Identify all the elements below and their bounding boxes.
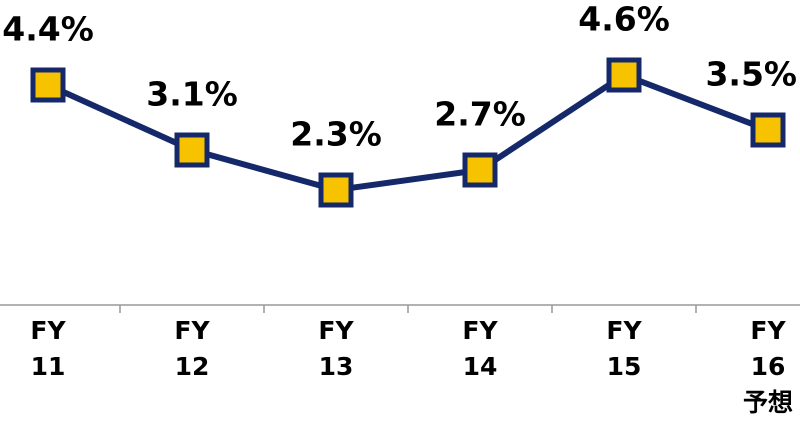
- marker: [606, 57, 642, 93]
- x-tick-label: FY 16 予想: [742, 316, 793, 417]
- line: [46, 71, 770, 194]
- data-label: 2.3%: [290, 115, 382, 154]
- x-tick-label: FY 12: [174, 316, 210, 381]
- data-label: 4.6%: [578, 0, 670, 39]
- data-label: 2.7%: [434, 95, 526, 134]
- marker: [30, 67, 66, 103]
- data-label: 4.4%: [2, 10, 94, 49]
- marker: [462, 152, 498, 188]
- x-tick-label: FY 13: [318, 316, 354, 381]
- marker: [318, 172, 354, 208]
- data-label: 3.5%: [705, 55, 797, 94]
- x-tick-label: FY 11: [30, 316, 66, 381]
- data-label: 3.1%: [146, 75, 238, 114]
- x-tick-label: FY 15: [606, 316, 642, 381]
- marker: [174, 132, 210, 168]
- marker: [750, 112, 786, 148]
- x-tick-label: FY 14: [462, 316, 498, 381]
